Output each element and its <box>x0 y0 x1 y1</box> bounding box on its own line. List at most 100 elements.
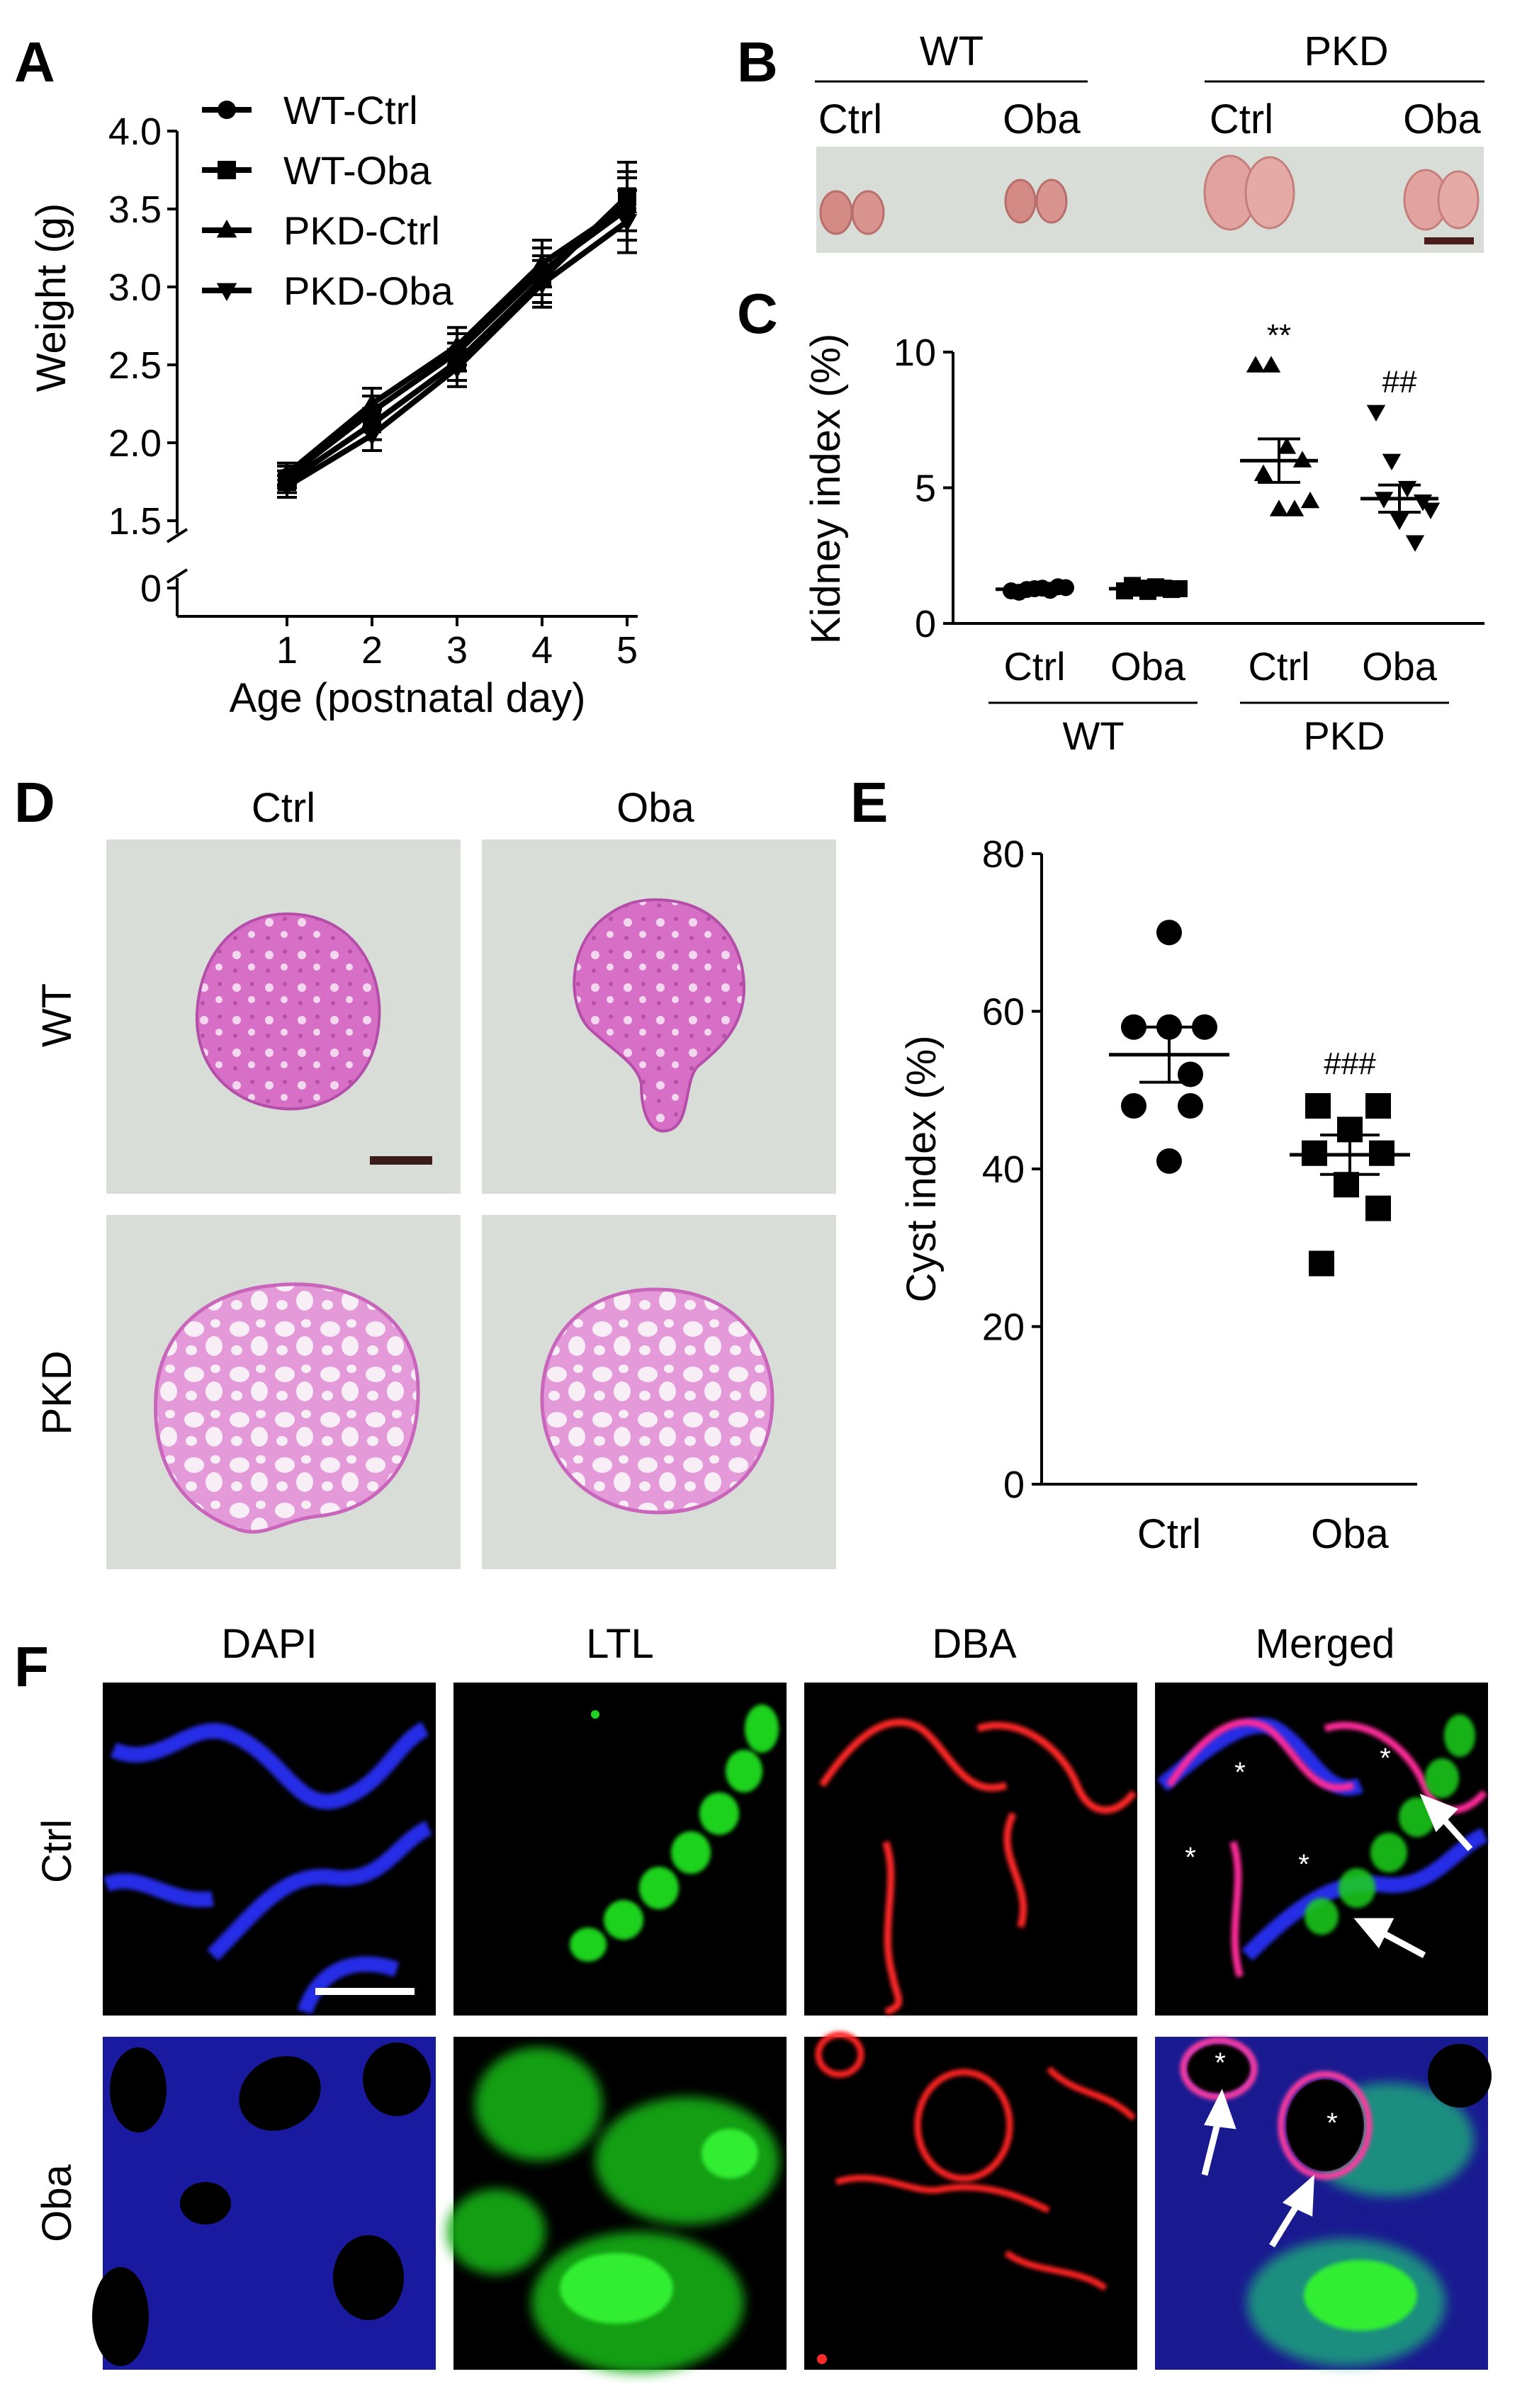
micrograph-ctrl-dapi <box>103 1683 436 2016</box>
legend-marker <box>216 283 237 301</box>
column-label-merged: Merged <box>1256 1621 1395 1667</box>
column-label-oba: Oba <box>616 785 694 831</box>
y-axis-label: Weight (g) <box>28 203 74 392</box>
micrograph-ctrl-dba <box>804 1683 1137 2016</box>
data-point <box>1300 491 1320 509</box>
chart-e-cyst-index: 0 20 40 60 80 Cyst index (%) Ctrl Oba ### <box>898 833 1417 1557</box>
data-point <box>1156 920 1182 946</box>
row-label-wt: WT <box>34 983 80 1047</box>
legend-marker <box>218 161 236 179</box>
data-point <box>1277 437 1297 454</box>
x-tick-label: 1 <box>276 629 298 672</box>
data-point <box>1390 513 1409 531</box>
arrow-icon <box>1201 2088 1236 2176</box>
kidney-photo-background <box>816 147 1484 253</box>
column-label-wt-oba: Oba <box>1003 96 1081 142</box>
axis-break <box>166 568 188 584</box>
group-label-pkd: PKD <box>1304 28 1388 74</box>
y-tick-label: 80 <box>982 833 1025 876</box>
y-tick-label: 3.5 <box>108 188 162 231</box>
panel-label-f: F <box>14 1635 49 1698</box>
y-axis-label: Cyst index (%) <box>898 1035 945 1302</box>
y-tick-label: 0 <box>1003 1464 1025 1506</box>
x-tick-label: 2 <box>361 629 383 672</box>
kidney-section-pkd-ctrl <box>154 1282 420 1534</box>
data-point <box>1178 1093 1203 1119</box>
data-point <box>1192 1014 1217 1040</box>
data-point <box>616 214 638 232</box>
data-point <box>1121 1093 1146 1119</box>
panel-label-c: C <box>737 282 778 345</box>
cyst-marker: * <box>1298 1849 1309 1880</box>
x-tick-label: Ctrl <box>1137 1511 1201 1557</box>
group-label-wt: WT <box>920 28 984 74</box>
legend-marker <box>218 101 236 119</box>
x-tick-label: 4 <box>531 629 553 672</box>
panel-label-d: D <box>14 771 55 834</box>
y-tick-label: 60 <box>982 991 1025 1034</box>
data-point <box>1121 1014 1146 1040</box>
y-tick-label: 4.0 <box>108 111 162 153</box>
micrograph-oba-dapi <box>92 2037 436 2370</box>
x-tick-label: Ctrl <box>1003 644 1065 689</box>
row-label-ctrl: Ctrl <box>34 1819 80 1883</box>
y-axis-label: Kidney index (%) <box>803 334 849 644</box>
x-tick-label: Oba <box>1311 1511 1389 1557</box>
y-tick-label: 10 <box>894 332 936 374</box>
data-point <box>1382 453 1402 470</box>
panel-b-kidney-photo: WT PKD Ctrl Oba Ctrl Oba <box>815 28 1484 253</box>
kidney-section-wt-oba <box>573 898 746 1133</box>
data-point <box>1421 502 1441 519</box>
cyst-marker: * <box>1215 2047 1226 2079</box>
legend-label: WT-Oba <box>283 148 432 193</box>
data-point <box>361 393 383 412</box>
column-label-dapi: DAPI <box>221 1621 317 1667</box>
cyst-marker: * <box>1326 2108 1338 2139</box>
data-point <box>1309 1250 1334 1277</box>
row-label-oba: Oba <box>34 2164 80 2242</box>
data-point <box>1305 1093 1331 1119</box>
arrow-icon <box>1419 1793 1473 1852</box>
micrograph-oba-merged: * * <box>1155 2037 1492 2370</box>
y-tick-label: 2.0 <box>108 422 162 465</box>
arrow-icon <box>1353 1918 1426 1958</box>
chart-c-kidney-index: 0 5 10 Kidney index (%) Ctrl Oba Ctrl Oba WT PKD *… <box>803 318 1484 758</box>
row-label-pkd: PKD <box>34 1350 80 1435</box>
data-point <box>1366 405 1386 422</box>
data-point <box>1156 1148 1182 1174</box>
data-point <box>361 427 383 446</box>
panel-label-a: A <box>14 30 55 94</box>
y-tick-label: 3.0 <box>108 266 162 309</box>
panel-f-immunofluorescence: DAPI LTL DBA Merged Ctrl Oba <box>34 1621 1492 2373</box>
legend-marker <box>216 220 237 238</box>
data-point <box>1365 1195 1391 1221</box>
group-label: WT <box>1062 713 1124 758</box>
y-tick-label: 40 <box>982 1148 1025 1191</box>
chart-a-weight: 0 1.5 2.0 2.5 3.0 3.5 4.0 1 2 3 4 5 Age (postnatal d… <box>28 88 638 721</box>
y-tick-label: 2.5 <box>108 344 162 387</box>
kidney-pkd-ctrl <box>1203 154 1295 231</box>
x-tick-label: Oba <box>1110 644 1186 689</box>
arrow-icon <box>1269 2174 1314 2248</box>
column-label-pkd-ctrl: Ctrl <box>1210 96 1273 142</box>
y-tick-label: 5 <box>915 468 936 510</box>
data-point <box>1261 356 1281 373</box>
y-tick-label: 20 <box>982 1306 1025 1349</box>
micrograph-ctrl-ltl <box>453 1683 787 2016</box>
column-label-wt-ctrl: Ctrl <box>818 96 882 142</box>
panel-d-he-sections: Ctrl Oba WT PKD <box>34 785 836 1569</box>
y-tick-label: 0 <box>915 603 936 645</box>
legend-label: PKD-Oba <box>283 269 453 313</box>
micrograph-oba-dba <box>804 2031 1137 2370</box>
data-point <box>531 276 553 295</box>
data-point <box>276 479 298 497</box>
significance-label: ### <box>1324 1046 1376 1081</box>
data-point <box>1269 499 1289 516</box>
scale-bar-d <box>370 1156 432 1165</box>
column-label-dba: DBA <box>932 1621 1017 1667</box>
data-point <box>1253 464 1273 481</box>
data-point <box>1334 1172 1359 1198</box>
kidney-wt-ctrl <box>819 190 885 235</box>
kidney-section-wt-ctrl <box>195 912 381 1111</box>
